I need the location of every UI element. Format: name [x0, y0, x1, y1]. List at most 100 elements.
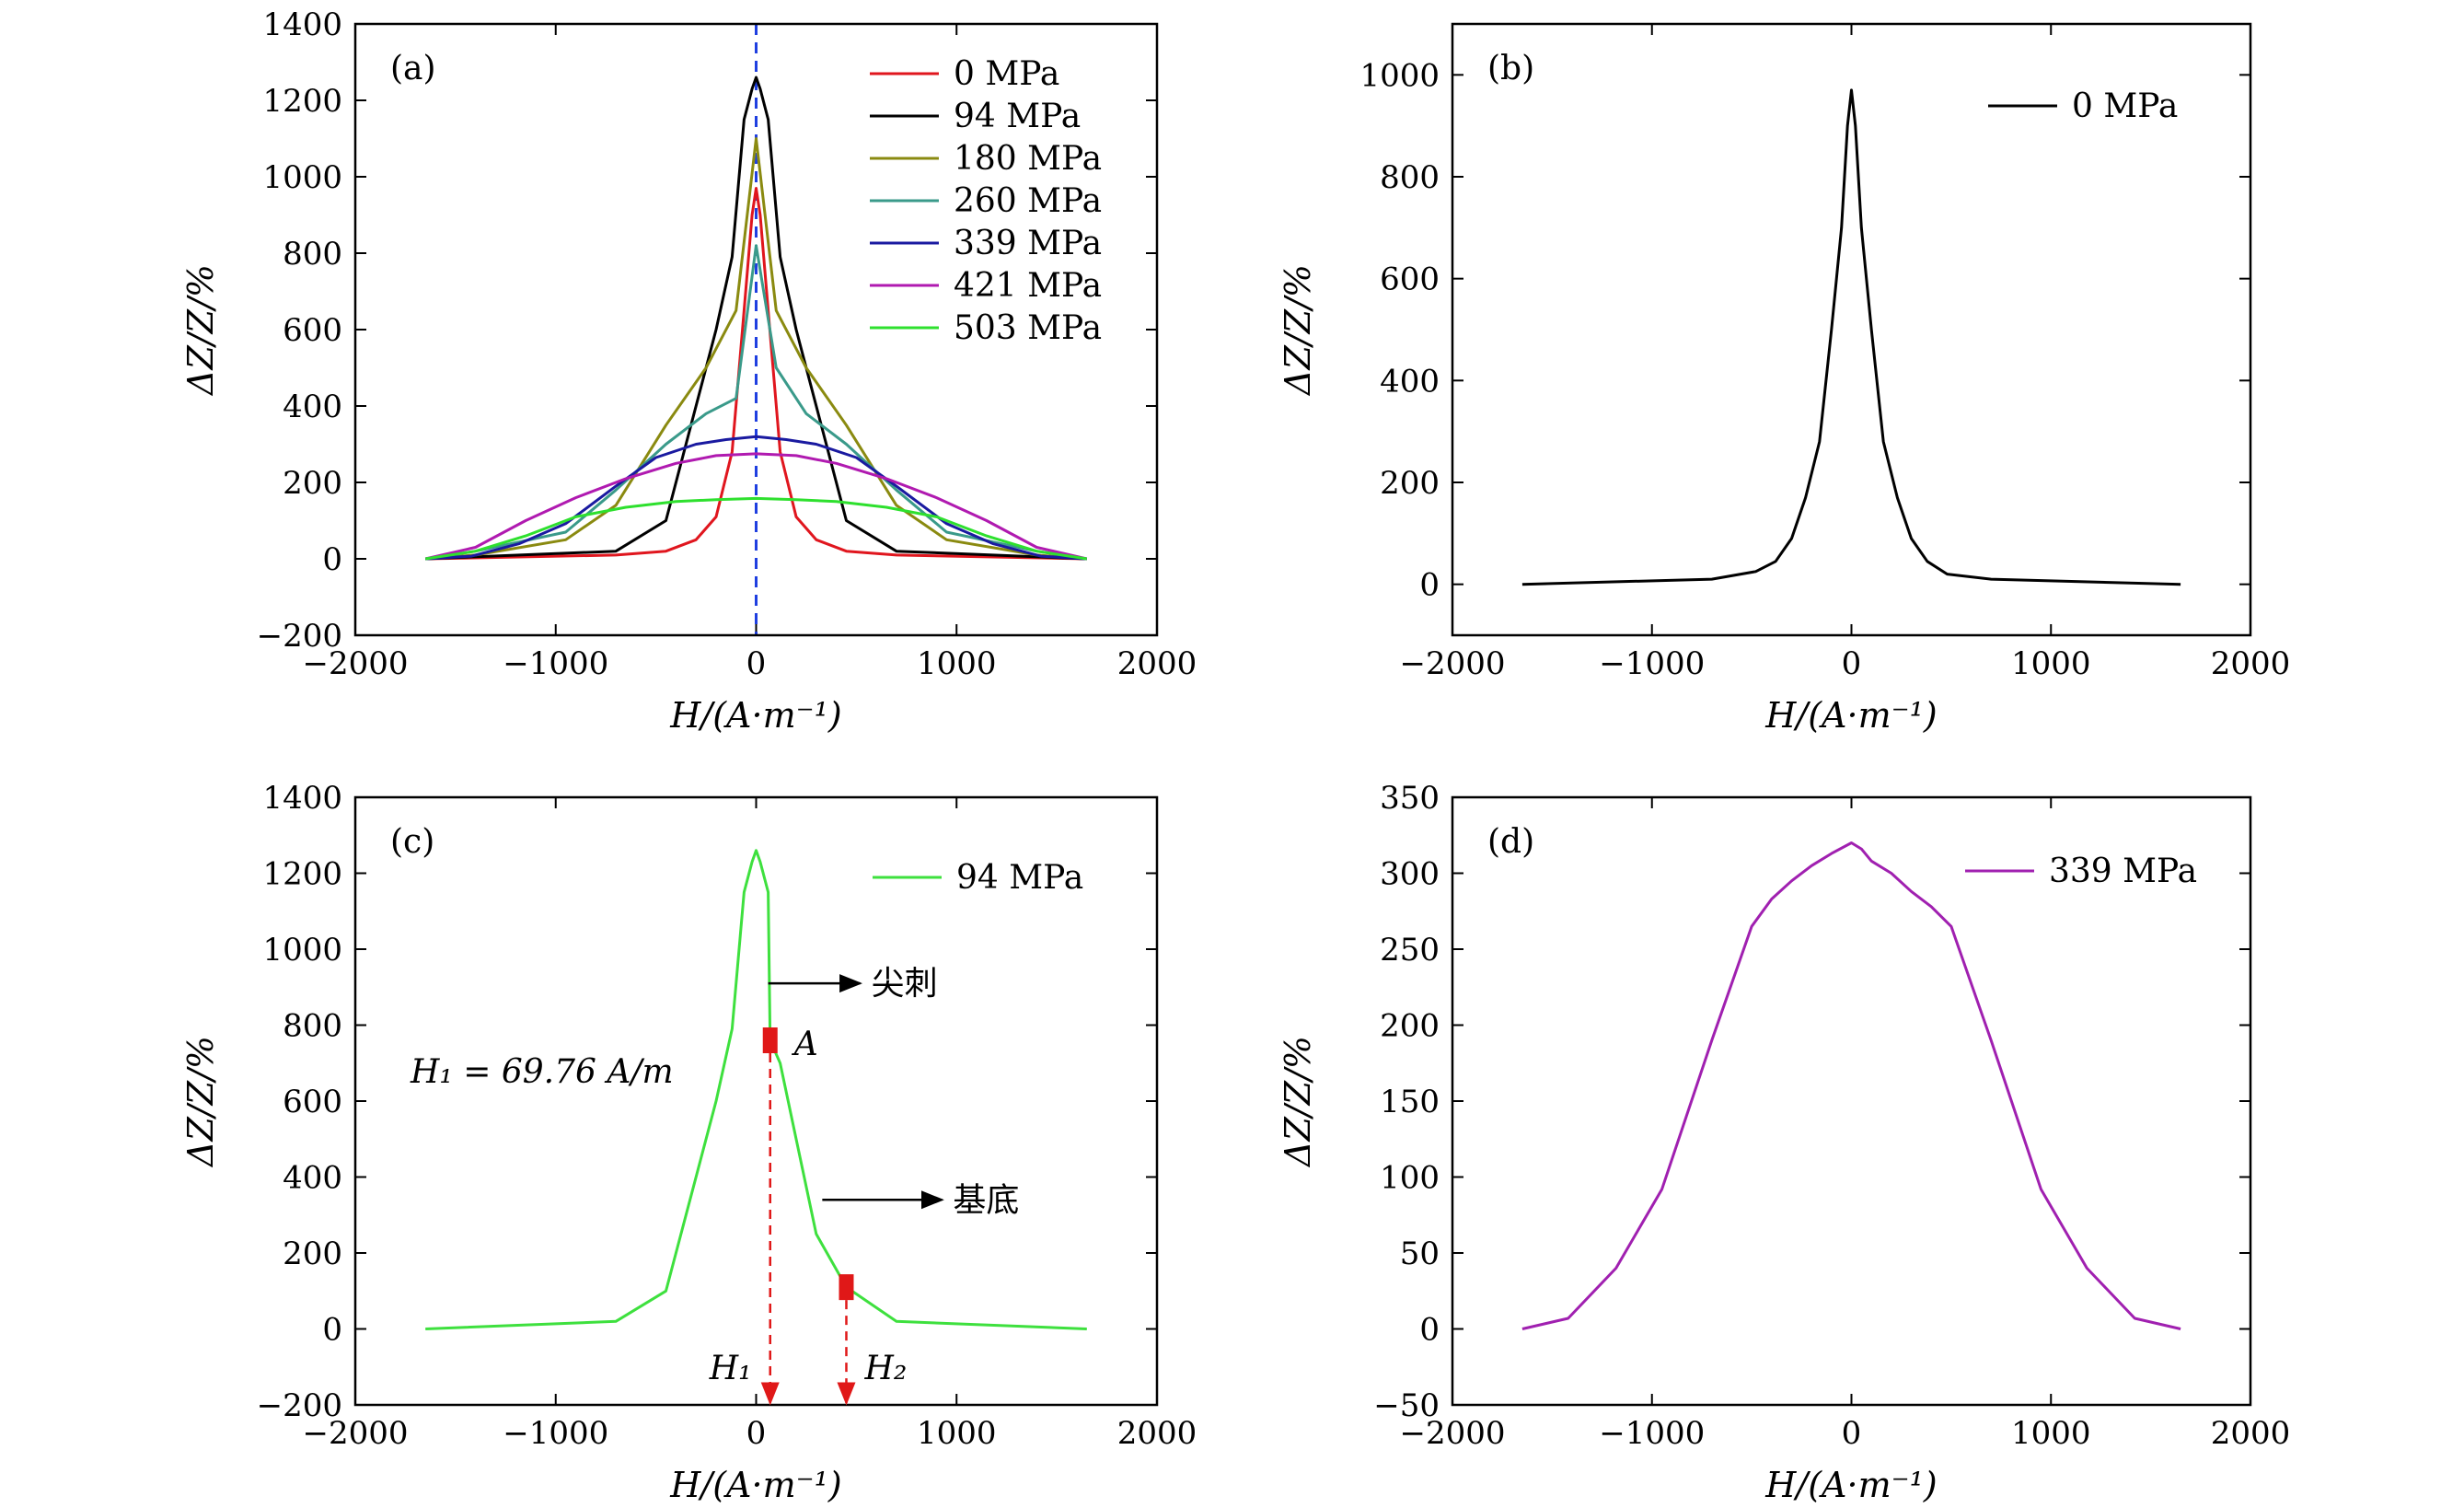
y-tick-label: 800: [283, 236, 342, 273]
chart-panel-2: −2000 −1000 0 1000 2000 0 200 400 600 800 1000 H/(A…: [1278, 22, 2291, 736]
y-tick-label: −200: [257, 1387, 342, 1424]
y-tick-label: 1000: [262, 932, 342, 969]
y-tick-label: 300: [1380, 856, 1440, 893]
x-tick-label: 1000: [2011, 645, 2091, 682]
x-tick-label: 2000: [2211, 645, 2291, 682]
x-axis-label: H/(A·m⁻¹): [1764, 695, 1937, 736]
y-tick-label: 1400: [262, 6, 342, 43]
y-tick-label: 1000: [1359, 57, 1440, 94]
plot-frame: [1451, 795, 2252, 1407]
panel-label: (c): [390, 823, 434, 861]
x-axis-label: H/(A·m⁻¹): [1764, 1465, 1937, 1505]
y-tick-label: 200: [283, 465, 342, 502]
x-tick-label: −2000: [302, 645, 408, 682]
series-line-339-mpa: [1521, 841, 2181, 1330]
y-tick-label: 800: [283, 1008, 342, 1045]
x-tick-label: 2000: [1117, 645, 1197, 682]
y-axis-label: ΔZ/Z/%: [1278, 1036, 1318, 1168]
y-tick-label: 400: [283, 389, 342, 425]
series-line-339-mpa: [425, 435, 1087, 561]
point-a-marker: [762, 1027, 778, 1053]
x-tick-label: 0: [1842, 1415, 1862, 1452]
y-tick-label: 600: [283, 1084, 342, 1120]
chart-panel-3: −2000 −1000 0 1000 2000−20002004006008001000…: [180, 780, 1197, 1505]
panel-label: (b): [1487, 50, 1534, 87]
h1-axis-marker: H₁: [709, 1350, 752, 1387]
x-tick-label: 0: [746, 1415, 767, 1452]
y-tick-label: 400: [283, 1160, 342, 1197]
series-group: [424, 75, 1088, 561]
y-axis-label: ΔZ/Z/%: [180, 1036, 221, 1168]
y-tick-label: 1400: [262, 780, 342, 817]
chart-panel-1: −2000 −1000 0 1000 2000−20002004006008001000…: [180, 6, 1197, 736]
y-tick-label: 0: [1419, 567, 1440, 604]
y-tick-label: 800: [1380, 159, 1440, 196]
series-group: [1521, 88, 2181, 586]
legend-entry: 0 MPa: [2072, 87, 2178, 125]
y-tick-label: 1200: [262, 856, 342, 893]
y-tick-label: 350: [1380, 780, 1440, 817]
legend-entry: 94 MPa: [954, 98, 1081, 135]
x-tick-label: −1000: [503, 645, 608, 682]
series-line-421-mpa: [424, 452, 1088, 561]
y-tick-label: 50: [1400, 1235, 1440, 1272]
x-tick-label: 2000: [1117, 1415, 1197, 1452]
x-tick-label: −2000: [1399, 645, 1505, 682]
x-tick-label: −2000: [302, 1415, 408, 1452]
plot-frame: [1451, 22, 2252, 637]
panel-label: (a): [390, 50, 436, 87]
x-tick-label: 1000: [917, 645, 997, 682]
h1-equation: H₁ = 69.76 A/m: [410, 1053, 674, 1091]
y-tick-label: 0: [322, 1312, 342, 1349]
series-group: [425, 849, 1087, 1330]
base-label: 基底: [953, 1181, 1019, 1219]
y-tick-label: −200: [257, 618, 342, 655]
x-tick-label: 0: [746, 645, 767, 682]
chart-panel-4: −2000 −1000 0 1000 2000 −50 0 50 100 150 200 250 300…: [1278, 780, 2290, 1505]
legend-entry: 339 MPa: [2049, 853, 2197, 890]
series-group: [1521, 841, 2181, 1330]
x-tick-label: −1000: [1599, 1415, 1705, 1452]
point-a-label: A: [792, 1026, 818, 1063]
series-line-94-mpa: [425, 849, 1087, 1330]
panel-label: (d): [1487, 823, 1534, 861]
legend-entry: 0 MPa: [954, 55, 1059, 93]
x-tick-label: 1000: [917, 1415, 997, 1452]
plot-frame: [353, 795, 1159, 1407]
y-tick-label: 1000: [262, 159, 342, 196]
legend-entry: 339 MPa: [954, 225, 1102, 262]
y-tick-label: 100: [1380, 1160, 1440, 1197]
y-tick-label: 0: [322, 541, 342, 578]
y-tick-label: 200: [1380, 465, 1440, 502]
y-tick-label: −50: [1373, 1387, 1440, 1424]
y-tick-label: 250: [1380, 932, 1440, 969]
x-axis-label: H/(A·m⁻¹): [669, 1465, 841, 1505]
y-tick-label: 150: [1380, 1084, 1440, 1120]
y-tick-label: 1200: [262, 83, 342, 120]
x-tick-label: −1000: [1599, 645, 1705, 682]
h2-axis-marker: H₂: [863, 1350, 907, 1387]
series-line-260-mpa: [424, 244, 1088, 561]
y-tick-label: 600: [1380, 261, 1440, 298]
x-tick-label: −2000: [1399, 1415, 1505, 1452]
spike-label: 尖刺: [872, 965, 938, 1003]
series-line-503-mpa: [424, 496, 1088, 561]
y-axis-label: ΔZ/Z/%: [1278, 264, 1318, 397]
x-tick-label: 2000: [2211, 1415, 2291, 1452]
y-tick-label: 400: [1380, 363, 1440, 400]
legend-entry: 180 MPa: [954, 140, 1102, 178]
x-tick-label: 0: [1842, 645, 1862, 682]
x-tick-label: −1000: [503, 1415, 608, 1452]
plot-frame: [353, 22, 1159, 637]
y-tick-label: 600: [283, 312, 342, 349]
legend-entry: 503 MPa: [954, 309, 1102, 347]
y-axis-label: ΔZ/Z/%: [180, 264, 221, 397]
series-line-0-mpa: [425, 187, 1087, 561]
y-tick-label: 200: [283, 1235, 342, 1272]
series-line-0-mpa: [1521, 88, 2181, 586]
series-line-180-mpa: [425, 137, 1087, 561]
series-line-94-mpa: [425, 75, 1087, 561]
x-tick-label: 1000: [2011, 1415, 2091, 1452]
